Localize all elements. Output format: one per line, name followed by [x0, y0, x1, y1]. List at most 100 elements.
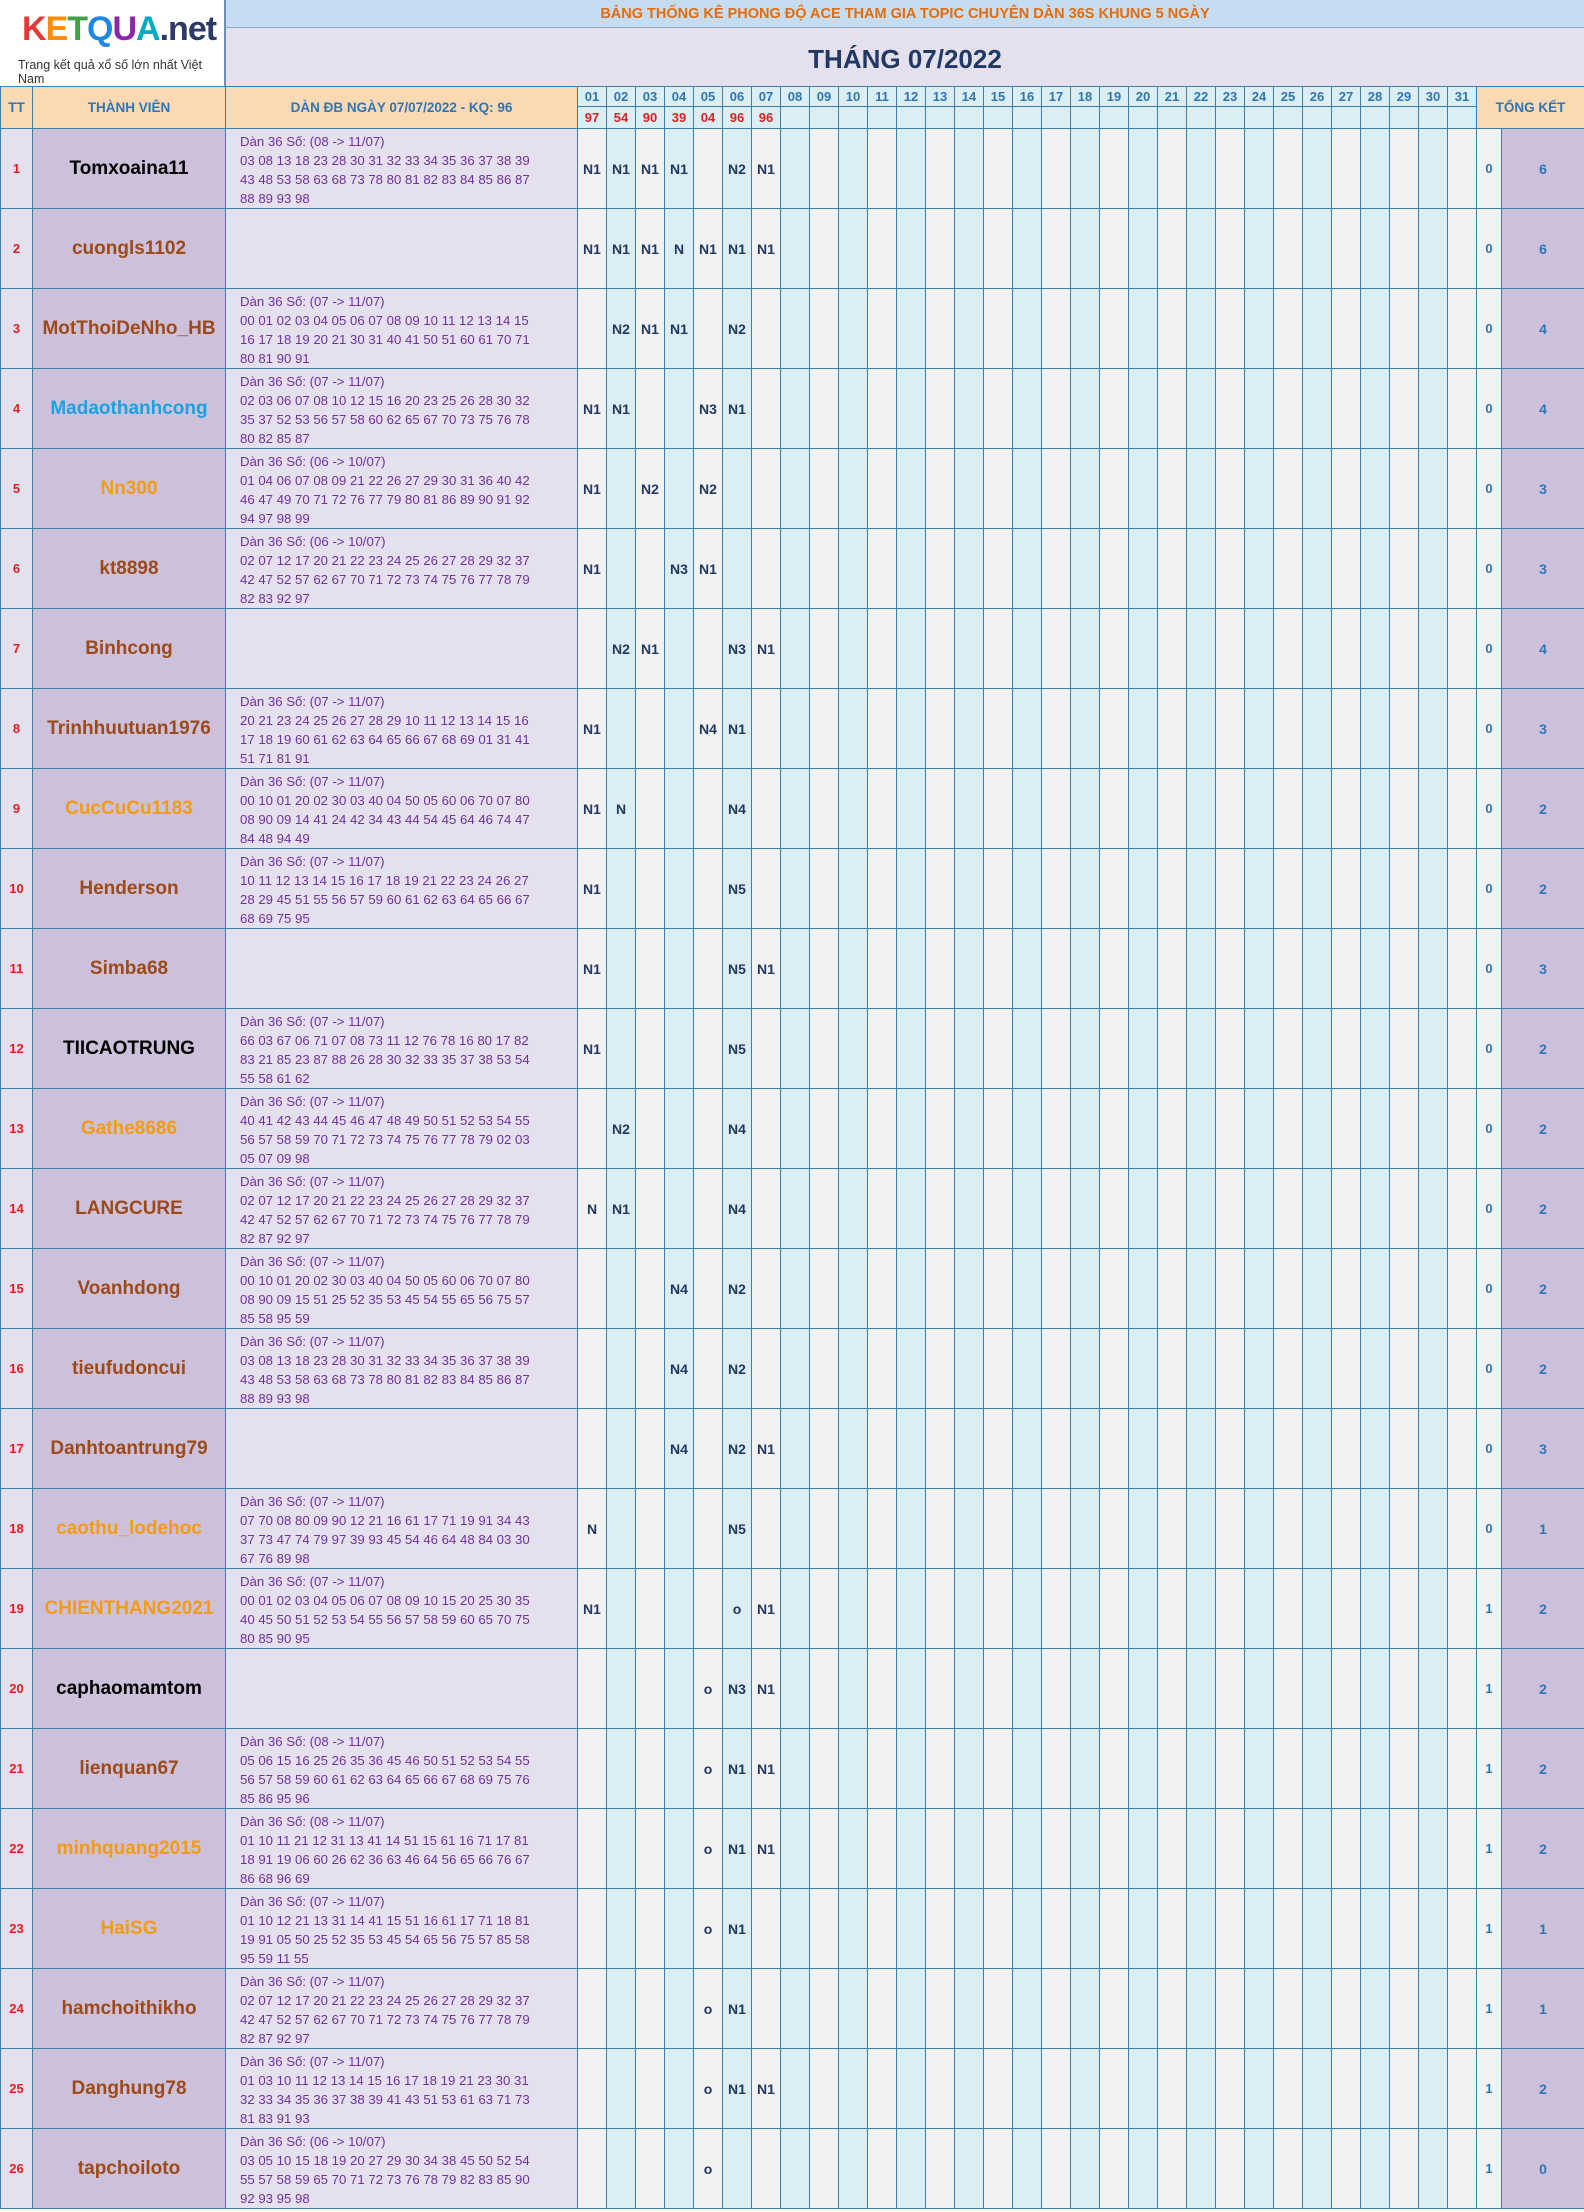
day-mark — [1360, 1088, 1390, 1169]
member-name[interactable]: TIICAOTRUNG — [32, 1008, 226, 1089]
member-name[interactable]: Tomxoaina11 — [32, 128, 226, 209]
day-mark — [780, 2048, 810, 2129]
day-mark — [1302, 1408, 1332, 1489]
day-mark: N1 — [751, 1568, 781, 1649]
dan-line: 00 10 01 20 02 30 03 40 04 50 05 60 06 7… — [240, 792, 530, 808]
day-mark — [1157, 1648, 1187, 1729]
day-mark — [954, 768, 984, 849]
day-mark: o — [693, 1888, 723, 1969]
day-mark — [664, 1168, 694, 1249]
day-mark — [1099, 1648, 1129, 1729]
day-mark — [896, 768, 926, 849]
day-mark — [664, 1888, 694, 1969]
day-mark — [780, 368, 810, 449]
day-mark — [693, 1488, 723, 1569]
member-name[interactable]: Henderson — [32, 848, 226, 929]
member-name[interactable]: lienquan67 — [32, 1728, 226, 1809]
member-name[interactable]: Trinhhuutuan1976 — [32, 688, 226, 769]
member-name[interactable]: cuongls1102 — [32, 208, 226, 289]
member-name[interactable]: LANGCURE — [32, 1168, 226, 1249]
day-mark — [693, 288, 723, 369]
day-header: 28 — [1360, 86, 1390, 107]
day-mark — [809, 688, 839, 769]
day-header: 19 — [1099, 86, 1129, 107]
day-header: 03 — [635, 86, 665, 107]
member-name[interactable]: caphaomamtom — [32, 1648, 226, 1729]
day-mark — [1389, 1728, 1419, 1809]
day-mark — [1418, 2048, 1448, 2129]
day-mark — [809, 448, 839, 529]
member-name[interactable]: Danhtoantrung79 — [32, 1408, 226, 1489]
table-row: 13 Gathe8686 Dàn 36 Số: (07 -> 11/07) 40 41… — [0, 1088, 1584, 1169]
ketqua-logo[interactable]: KETQUA.net Trang kết quả xổ số lớn nhất … — [0, 0, 226, 86]
day-mark — [1157, 1008, 1187, 1089]
member-name[interactable]: Gathe8686 — [32, 1088, 226, 1169]
day-mark — [1099, 1248, 1129, 1329]
member-name[interactable]: Danghung78 — [32, 2048, 226, 2129]
day-mark — [1447, 1728, 1477, 1809]
day-mark — [751, 1088, 781, 1169]
day-mark — [635, 848, 665, 929]
day-mark — [1447, 928, 1477, 1009]
day-mark — [867, 1008, 897, 1089]
row-number: 21 — [0, 1728, 33, 1809]
member-name[interactable]: Madaothanhcong — [32, 368, 226, 449]
day-mark — [925, 688, 955, 769]
day-mark — [1128, 1408, 1158, 1489]
day-mark — [925, 128, 955, 209]
day-mark — [1389, 208, 1419, 289]
member-name[interactable]: HaiSG — [32, 1888, 226, 1969]
member-name[interactable]: Nn300 — [32, 448, 226, 529]
member-name[interactable]: hamchoithikho — [32, 1968, 226, 2049]
day-mark — [1128, 528, 1158, 609]
day-mark — [1447, 2128, 1477, 2209]
day-mark — [983, 1248, 1013, 1329]
day-mark — [809, 1248, 839, 1329]
member-name[interactable]: minhquang2015 — [32, 1808, 226, 1889]
day-mark — [606, 1648, 636, 1729]
day-mark — [606, 1888, 636, 1969]
day-mark — [1128, 1968, 1158, 2049]
day-mark — [1360, 848, 1390, 929]
dan-line: 68 69 75 95 — [240, 910, 310, 926]
member-name[interactable]: CHIENTHANG2021 — [32, 1568, 226, 1649]
row-number: 15 — [0, 1248, 33, 1329]
day-mark — [809, 848, 839, 929]
day-mark — [1186, 1728, 1216, 1809]
member-name[interactable]: kt8898 — [32, 528, 226, 609]
member-name[interactable]: tapchoiloto — [32, 2128, 226, 2209]
member-name[interactable]: Simba68 — [32, 928, 226, 1009]
day-mark — [1157, 1248, 1187, 1329]
member-name[interactable]: tieufudoncui — [32, 1328, 226, 1409]
day-result — [896, 106, 926, 129]
table-row: 26 tapchoiloto Dàn 36 Số: (06 -> 10/07) 03 … — [0, 2128, 1584, 2209]
member-name[interactable]: MotThoiDeNho_HB — [32, 288, 226, 369]
day-mark — [1099, 2048, 1129, 2129]
member-name[interactable]: Voanhdong — [32, 1248, 226, 1329]
day-mark — [954, 1808, 984, 1889]
member-name[interactable]: CucCuCu1183 — [32, 768, 226, 849]
day-mark — [577, 1968, 607, 2049]
row-number: 17 — [0, 1408, 33, 1489]
day-mark — [1389, 528, 1419, 609]
day-mark — [635, 1008, 665, 1089]
day-mark — [664, 2048, 694, 2129]
day-mark — [1302, 1008, 1332, 1089]
day-mark — [838, 1328, 868, 1409]
day-mark — [1273, 528, 1303, 609]
day-mark — [867, 1968, 897, 2049]
day-mark — [1244, 448, 1274, 529]
day-mark — [1012, 688, 1042, 769]
day-mark — [983, 1648, 1013, 1729]
day-mark — [780, 1008, 810, 1089]
day-mark: N4 — [722, 768, 752, 849]
day-mark: N1 — [577, 368, 607, 449]
day-mark — [1012, 1328, 1042, 1409]
member-name[interactable]: Binhcong — [32, 608, 226, 689]
member-name[interactable]: caothu_lodehoc — [32, 1488, 226, 1569]
day-mark — [925, 368, 955, 449]
dan-line: 19 91 05 50 25 52 35 53 45 54 65 56 75 5… — [240, 1931, 530, 1947]
day-mark — [751, 448, 781, 529]
dan-line: 43 48 53 58 63 68 73 78 80 81 82 83 84 8… — [240, 1371, 530, 1387]
